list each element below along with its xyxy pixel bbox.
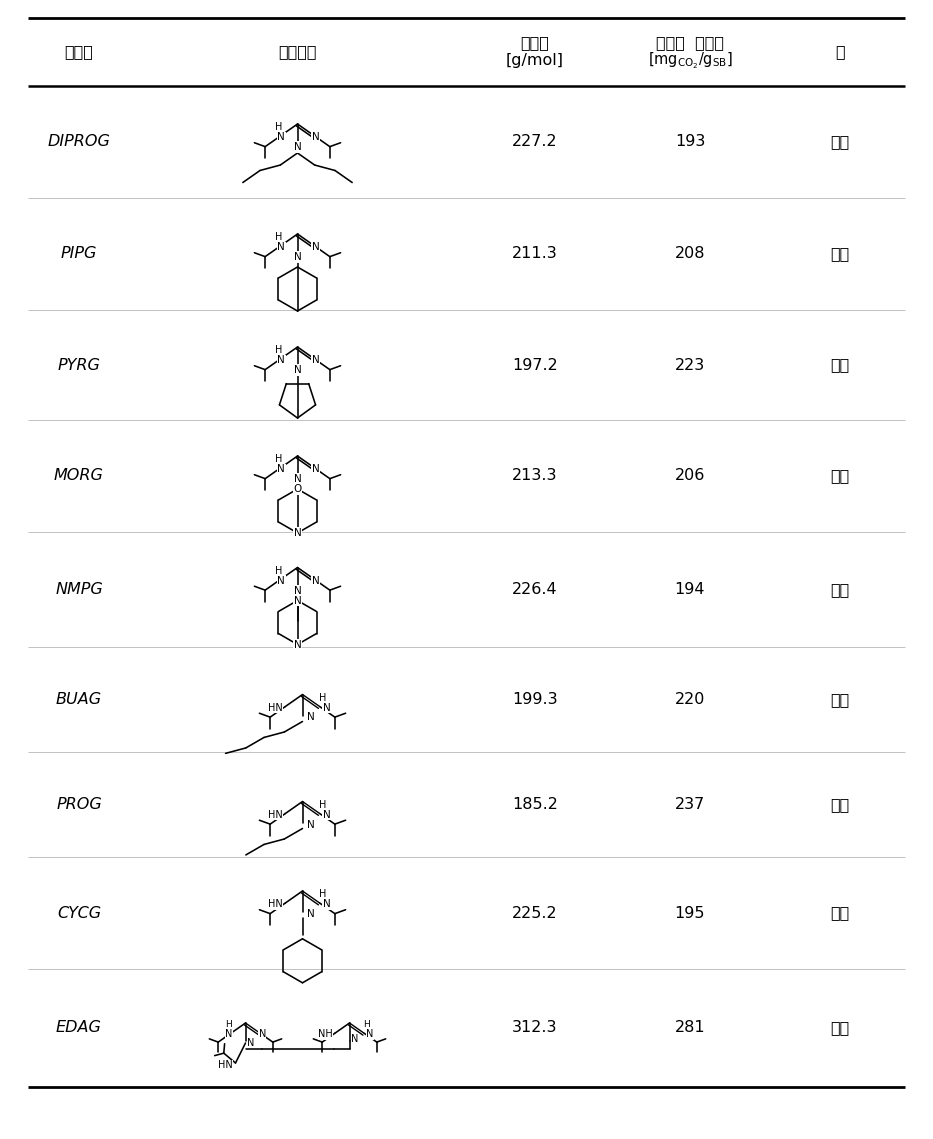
Text: N: N [294,639,301,649]
Text: H: H [319,890,327,899]
Text: PIPG: PIPG [61,246,97,262]
Text: N: N [258,1030,266,1039]
Text: MORG: MORG [54,468,104,483]
Text: 고체: 고체 [830,468,850,483]
Text: 액체: 액체 [830,358,850,372]
Text: 312.3: 312.3 [512,1021,558,1035]
Text: N: N [308,909,315,919]
Text: 액체: 액체 [830,693,850,707]
Text: N: N [294,142,301,151]
Text: NMPG: NMPG [55,582,103,597]
Text: N: N [323,810,330,820]
Text: 206: 206 [675,468,705,483]
Text: N: N [277,132,285,142]
Text: N: N [277,575,285,585]
Text: N: N [352,1034,359,1044]
Text: N: N [308,713,315,722]
Text: N: N [294,528,301,538]
Text: H: H [274,566,282,575]
Text: 이론적  흡수량: 이론적 흡수량 [656,35,724,50]
Text: 화학구조: 화학구조 [278,44,316,59]
Text: N: N [294,474,301,484]
Text: 고체: 고체 [830,906,850,920]
Text: DIPROG: DIPROG [48,134,110,149]
Text: BUAG: BUAG [56,693,102,707]
Text: 223: 223 [675,358,705,372]
Text: H: H [319,693,327,703]
Text: 분자량: 분자량 [521,35,550,50]
Text: 액체: 액체 [830,582,850,597]
Text: N: N [247,1038,255,1048]
Text: N: N [367,1030,373,1039]
Text: HN: HN [268,899,283,909]
Text: N: N [312,243,320,252]
Text: 213.3: 213.3 [512,468,558,483]
Text: N: N [294,364,301,375]
Text: N: N [323,703,330,713]
Text: 199.3: 199.3 [512,693,558,707]
Text: 227.2: 227.2 [512,134,558,149]
Text: H: H [226,1019,232,1029]
Text: N: N [294,252,301,262]
Text: 226.4: 226.4 [512,582,558,597]
Text: N: N [312,464,320,474]
Text: 211.3: 211.3 [512,246,558,262]
Text: N: N [225,1030,232,1039]
Text: 195: 195 [675,906,705,920]
Text: PROG: PROG [56,797,102,812]
Text: N: N [277,243,285,252]
Text: N: N [277,355,285,364]
Text: 197.2: 197.2 [512,358,558,372]
Text: $[\mathrm{mg_{CO_2}/g_{SB}}]$: $[\mathrm{mg_{CO_2}/g_{SB}}]$ [648,51,732,72]
Text: N: N [294,585,301,596]
Text: N: N [312,355,320,364]
Text: 220: 220 [675,693,705,707]
Text: 208: 208 [675,246,705,262]
Text: 액체: 액체 [830,797,850,812]
Text: N: N [308,819,315,829]
Text: N: N [294,596,301,606]
Text: CYCG: CYCG [57,906,101,920]
Text: 225.2: 225.2 [512,906,558,920]
Text: 237: 237 [675,797,705,812]
Text: H: H [363,1019,369,1029]
Text: EDAG: EDAG [56,1021,102,1035]
Text: N: N [312,132,320,142]
Text: [g/mol]: [g/mol] [506,54,564,68]
Text: H: H [319,800,327,810]
Text: NH: NH [318,1030,333,1039]
Text: HN: HN [268,703,283,713]
Text: 액체: 액체 [830,134,850,149]
Text: H: H [274,122,282,132]
Text: H: H [274,232,282,243]
Text: 구조명: 구조명 [64,44,93,59]
Text: HN: HN [268,810,283,820]
Text: H: H [274,345,282,355]
Text: 281: 281 [675,1021,705,1035]
Text: N: N [312,575,320,585]
Text: 193: 193 [675,134,705,149]
Text: N: N [277,464,285,474]
Text: O: O [293,484,301,494]
Text: N: N [323,899,330,909]
Text: PYRG: PYRG [58,358,101,372]
Text: H: H [274,454,282,464]
Text: 상: 상 [835,44,844,59]
Text: 194: 194 [675,582,705,597]
Text: HN: HN [217,1060,232,1070]
Text: 185.2: 185.2 [512,797,558,812]
Text: 고체: 고체 [830,1021,850,1035]
Text: 액체: 액체 [830,246,850,262]
